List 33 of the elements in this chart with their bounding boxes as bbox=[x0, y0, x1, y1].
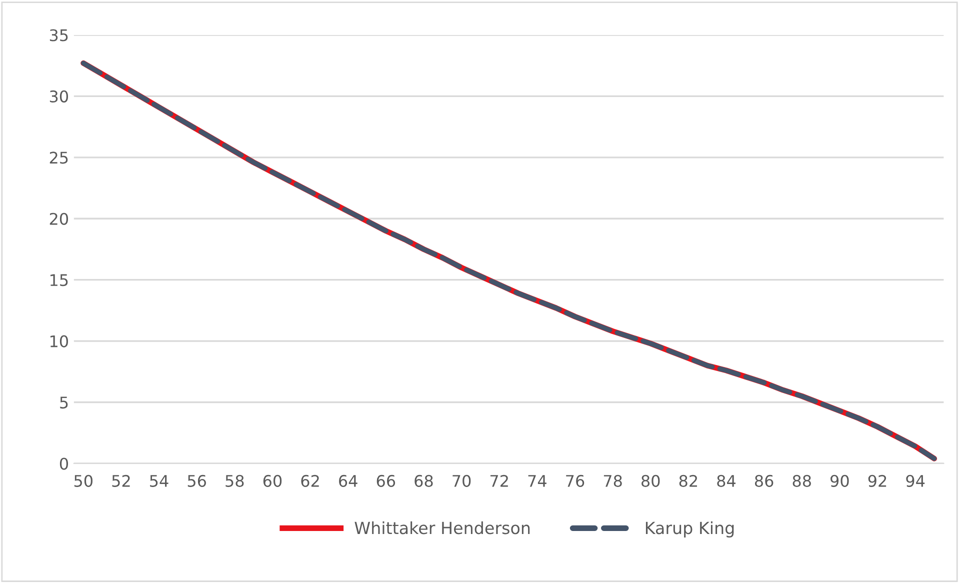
x-tick-label: 88 bbox=[792, 474, 811, 487]
x-tick-label: 54 bbox=[150, 475, 168, 487]
x-tick-label: 68 bbox=[414, 474, 433, 487]
y-tick-label: 15 bbox=[50, 274, 68, 286]
y-tick-label: 10 bbox=[50, 335, 68, 348]
x-tick-label: 80 bbox=[642, 474, 660, 487]
x-tick-label: 66 bbox=[376, 474, 396, 487]
y-tick-label: 25 bbox=[50, 152, 68, 164]
y-tick-label: 5 bbox=[60, 396, 68, 409]
legend-label: Whittaker Henderson bbox=[354, 521, 530, 534]
x-tick-label: 70 bbox=[452, 474, 471, 487]
x-tick-label: 64 bbox=[339, 474, 358, 487]
legend-label: Karup King bbox=[646, 521, 734, 538]
x-tick-label: 78 bbox=[604, 474, 622, 487]
y-tick-label: 30 bbox=[50, 90, 68, 102]
x-tick-label: 74 bbox=[528, 475, 546, 487]
y-tick-label: 35 bbox=[50, 29, 68, 42]
x-tick-label: 94 bbox=[906, 474, 925, 487]
x-tick-label: 76 bbox=[566, 474, 584, 487]
x-tick-label: 92 bbox=[868, 474, 886, 487]
x-tick-label: 86 bbox=[754, 474, 774, 487]
x-tick-label: 82 bbox=[679, 474, 697, 487]
y-tick-label: 0 bbox=[60, 458, 68, 470]
x-tick-label: 84 bbox=[717, 474, 736, 487]
x-tick-label: 50 bbox=[74, 474, 92, 487]
x-tick-label: 58 bbox=[226, 474, 244, 487]
y-tick-label: 20 bbox=[50, 212, 68, 225]
x-tick-label: 62 bbox=[301, 474, 319, 487]
x-tick-label: 52 bbox=[112, 474, 130, 487]
x-tick-label: 90 bbox=[830, 474, 849, 487]
x-tick-label: 60 bbox=[263, 474, 282, 487]
x-tick-label: 56 bbox=[188, 474, 206, 487]
x-tick-label: 72 bbox=[490, 474, 508, 487]
